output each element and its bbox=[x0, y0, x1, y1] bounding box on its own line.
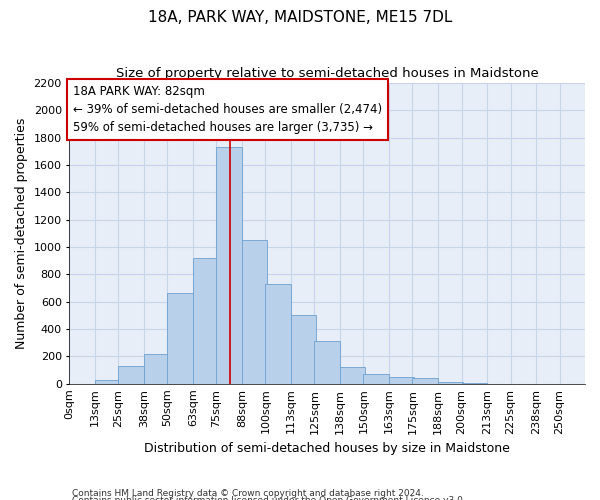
Text: 18A, PARK WAY, MAIDSTONE, ME15 7DL: 18A, PARK WAY, MAIDSTONE, ME15 7DL bbox=[148, 10, 452, 25]
Y-axis label: Number of semi-detached properties: Number of semi-detached properties bbox=[15, 118, 28, 349]
Bar bbox=[364, 374, 389, 384]
Bar bbox=[167, 293, 193, 384]
Text: Contains public sector information licensed under the Open Government Licence v3: Contains public sector information licen… bbox=[72, 496, 466, 500]
Bar bbox=[438, 382, 463, 384]
Bar bbox=[340, 366, 365, 384]
X-axis label: Distribution of semi-detached houses by size in Maidstone: Distribution of semi-detached houses by … bbox=[144, 442, 510, 455]
Bar bbox=[291, 316, 316, 384]
Bar bbox=[265, 284, 291, 384]
Bar bbox=[95, 380, 121, 384]
Text: 18A PARK WAY: 82sqm
← 39% of semi-detached houses are smaller (2,474)
59% of sem: 18A PARK WAY: 82sqm ← 39% of semi-detach… bbox=[73, 85, 382, 134]
Bar bbox=[389, 377, 415, 384]
Bar bbox=[144, 354, 169, 384]
Bar bbox=[461, 383, 487, 384]
Bar bbox=[217, 148, 242, 384]
Bar bbox=[412, 378, 438, 384]
Bar bbox=[118, 366, 144, 384]
Bar bbox=[242, 240, 268, 384]
Title: Size of property relative to semi-detached houses in Maidstone: Size of property relative to semi-detach… bbox=[116, 68, 539, 80]
Text: Contains HM Land Registry data © Crown copyright and database right 2024.: Contains HM Land Registry data © Crown c… bbox=[72, 488, 424, 498]
Bar bbox=[314, 342, 340, 384]
Bar bbox=[193, 258, 218, 384]
